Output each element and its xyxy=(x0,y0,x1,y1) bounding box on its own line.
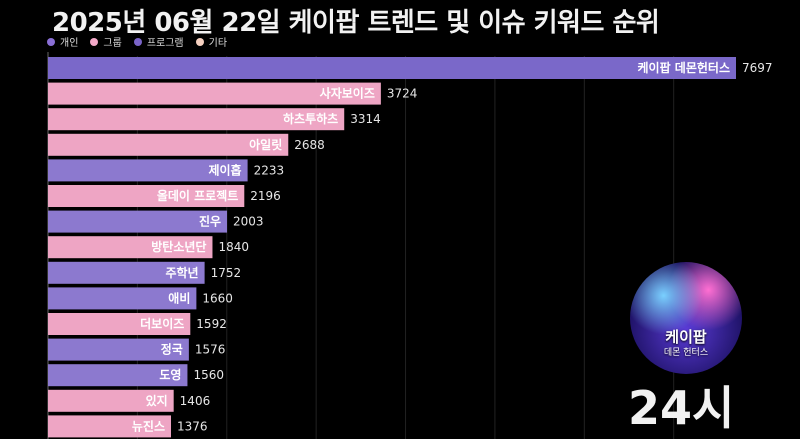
bar-label: 케이팝 데몬헌터스 xyxy=(638,60,731,75)
bar-label: 주학년 xyxy=(165,265,198,280)
legend-label: 개인 xyxy=(60,38,79,49)
legend-item-individual: 개인 xyxy=(47,34,78,49)
bar xyxy=(48,185,245,207)
bar-label: 정국 xyxy=(161,342,183,357)
legend-dot xyxy=(47,37,55,46)
legend-dot xyxy=(195,37,204,46)
badge-title: 케이팝 xyxy=(665,327,707,346)
bar-value: 1592 xyxy=(196,317,227,331)
bar-label: 더보이즈 xyxy=(140,316,184,331)
bar-label: 제이홉 xyxy=(208,162,241,177)
bar-value: 1660 xyxy=(202,291,233,305)
bar-value: 1406 xyxy=(180,394,211,408)
bar-label: 있지 xyxy=(146,393,168,408)
bar-value: 2233 xyxy=(254,163,285,177)
bar-value: 1576 xyxy=(195,343,226,357)
bar-label: 하츠투하츠 xyxy=(283,111,338,126)
bar-value: 1752 xyxy=(211,266,242,280)
legend-label: 프로그램 xyxy=(146,38,184,49)
bar xyxy=(48,82,381,105)
legend-item-program: 프로그램 xyxy=(133,34,184,49)
bar-label: 아일릿 xyxy=(249,137,282,152)
bar-label: 도영 xyxy=(159,367,181,382)
bar xyxy=(48,108,345,131)
bar xyxy=(48,287,197,310)
legend-item-group: 그룹 xyxy=(90,34,122,49)
bar xyxy=(48,159,248,182)
bar-label: 뉴진스 xyxy=(132,418,165,433)
legend-item-other: 기타 xyxy=(195,34,228,49)
bar-label: 올데이 프로젝트 xyxy=(157,188,238,203)
bar-value: 1840 xyxy=(218,240,249,254)
bar-value: 2688 xyxy=(294,138,325,152)
legend-label: 그룹 xyxy=(103,38,122,49)
legend-dot xyxy=(90,37,99,46)
badge-subtitle: 데몬 헌터스 xyxy=(663,348,709,358)
bar-value: 3724 xyxy=(387,87,418,101)
bar xyxy=(48,338,189,361)
bar-value: 3314 xyxy=(350,112,381,126)
bar-label: 진우 xyxy=(199,214,221,229)
legend-dot xyxy=(133,37,142,46)
bar xyxy=(48,389,174,412)
bar-value: 2003 xyxy=(233,215,264,229)
bar xyxy=(48,57,736,79)
bar xyxy=(48,415,171,438)
legend-label: 기타 xyxy=(208,38,228,49)
bar xyxy=(48,261,205,284)
bar-value: 1560 xyxy=(193,368,224,382)
bar-value: 2196 xyxy=(250,189,281,203)
legend: 개인 그룹 프로그램 기타 xyxy=(47,34,227,49)
bar xyxy=(48,210,228,233)
chart-title: 2025년 06월 22일 케이팝 트렌드 및 이슈 키워드 순위 xyxy=(52,8,660,38)
bar-label: 애비 xyxy=(168,290,190,305)
bar xyxy=(48,236,213,259)
bar-value: 7697 xyxy=(742,61,773,75)
bar xyxy=(48,133,289,156)
bar xyxy=(48,364,188,387)
bar-value: 1376 xyxy=(177,419,208,433)
bar xyxy=(48,313,191,335)
time-label: 24시 xyxy=(628,381,735,435)
bar-label: 사자보이즈 xyxy=(320,86,375,101)
bar-label: 방탄소년단 xyxy=(151,239,206,254)
program-poster-badge: 케이팝 데몬 헌터스 xyxy=(630,262,742,374)
